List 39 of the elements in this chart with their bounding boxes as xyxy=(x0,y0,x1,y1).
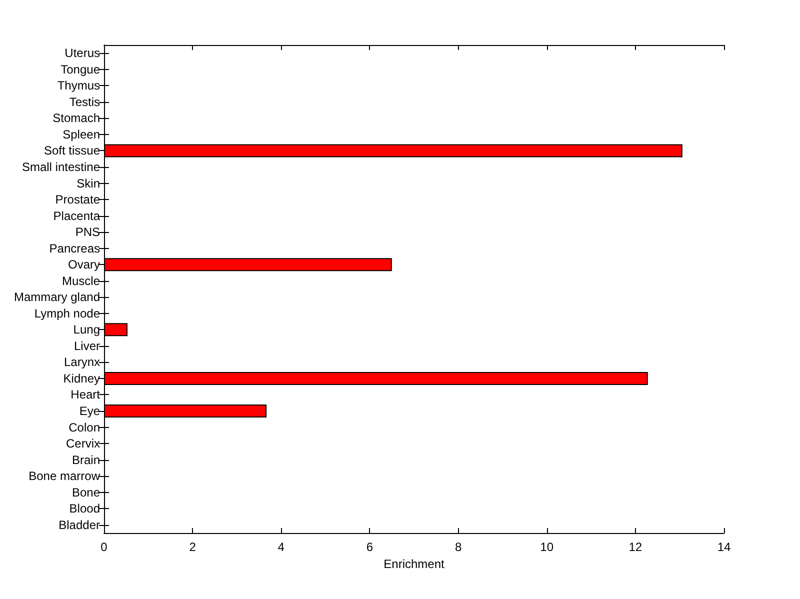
y-tick-label: Brain xyxy=(72,452,100,467)
y-tick-label: Prostate xyxy=(55,192,100,207)
y-tick-label: Thymus xyxy=(57,78,100,93)
y-tick-label: Heart xyxy=(70,388,101,402)
x-axis-title: Enrichment xyxy=(384,556,446,571)
y-tick-label: Bone xyxy=(72,485,100,500)
x-tick-label: 8 xyxy=(454,540,462,554)
x-tick-label: 14 xyxy=(717,540,731,554)
x-tick-label: 10 xyxy=(540,540,554,554)
y-tick-label: Blood xyxy=(69,502,100,516)
y-tick-label: Placenta xyxy=(53,208,100,223)
y-tick-label: Larynx xyxy=(64,355,100,370)
x-tick-label: 2 xyxy=(189,540,196,554)
y-tick-label: Cervix xyxy=(66,436,100,451)
y-tick-label: Liver xyxy=(74,338,100,353)
y-tick-label: Uterus xyxy=(64,46,100,60)
y-tick-label: Soft tissue xyxy=(44,144,100,158)
y-tick-label: Lung xyxy=(73,322,100,337)
y-tick-label: Ovary xyxy=(68,258,100,272)
y-tick-label: Testis xyxy=(69,94,100,109)
y-tick-label: Eye xyxy=(79,404,100,418)
x-tick-label: 6 xyxy=(366,540,374,554)
y-tick-label: Mammary gland xyxy=(14,290,100,304)
y-tick-label: Spleen xyxy=(62,127,100,142)
x-tick-label: 0 xyxy=(100,540,108,554)
y-tick-label: Stomach xyxy=(52,111,100,126)
y-tick-label: Bladder xyxy=(58,518,100,532)
y-tick-label: Bone marrow xyxy=(28,469,100,484)
y-tick-label: Colon xyxy=(68,420,100,434)
y-tick-label: Kidney xyxy=(63,371,100,386)
y-tick-label: Muscle xyxy=(62,274,100,288)
y-tick-label: Lymph node xyxy=(34,306,100,320)
y-tick-label: Small intestine xyxy=(22,160,100,174)
y-tick-label: PNS xyxy=(75,225,100,240)
x-tick-label: 4 xyxy=(278,540,285,554)
y-tick-label: Pancreas xyxy=(49,241,100,256)
y-tick-label: Tongue xyxy=(60,62,100,76)
x-tick-label: 12 xyxy=(628,540,642,554)
y-tick-label: Skin xyxy=(76,176,100,190)
